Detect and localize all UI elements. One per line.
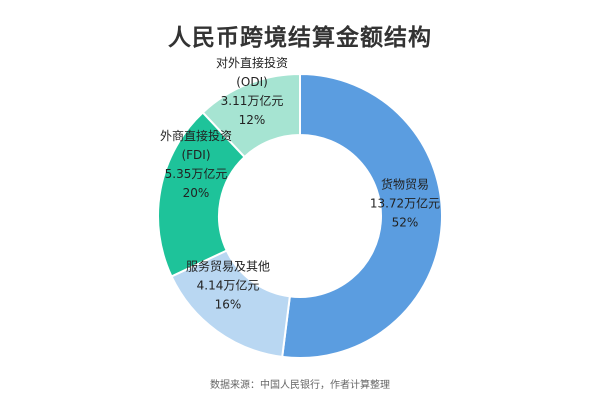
slice-percent-odi: 12% [239, 113, 266, 127]
slice-odi [201, 72, 301, 159]
slice-label-goods-trade: 货物贸易 [381, 177, 429, 192]
slice-amount-services-trade: 4.14万亿元 [197, 278, 260, 293]
slice-label-odi: 对外直接投资 [216, 55, 288, 70]
slice-label-services-trade: 服务贸易及其他 [186, 259, 270, 274]
chart-title: 人民币跨境结算金额结构 [168, 25, 432, 51]
slice-abbr-fdi: (FDI) [181, 148, 210, 162]
slice-label-odi: 对外直接投资 (ODI) 3.11万亿元 12% [216, 55, 288, 127]
slice-percent-goods-trade: 52% [392, 216, 419, 230]
slice-percent-services-trade: 16% [215, 298, 242, 312]
slice-abbr-odi: (ODI) [236, 75, 268, 89]
slice-amount-fdi: 5.35万亿元 [165, 166, 228, 181]
slice-label-services-trade: 服务贸易及其他 4.14万亿元 16% [186, 259, 270, 312]
data-source-note: 数据来源：中国人民银行，作者计算整理 [210, 380, 390, 391]
slice-amount-goods-trade: 13.72万亿元 [370, 196, 440, 211]
slice-goods-trade [281, 72, 443, 359]
slice-amount-odi: 3.11万亿元 [221, 93, 284, 108]
slice-label-goods-trade: 货物贸易 13.72万亿元 52% [370, 177, 440, 230]
slice-label-fdi: 外商直接投资 (FDI) 5.35万亿元 20% [160, 128, 232, 200]
slice-label-fdi: 外商直接投资 [160, 128, 232, 143]
slice-percent-fdi: 20% [183, 186, 210, 200]
